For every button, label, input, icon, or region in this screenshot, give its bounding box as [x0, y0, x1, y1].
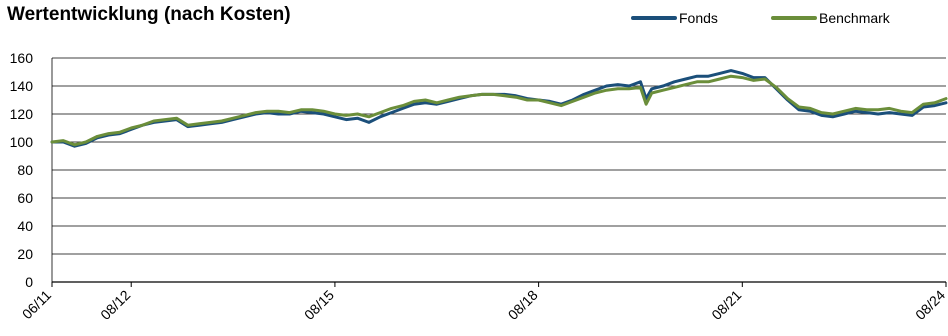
legend-item-benchmark: Benchmark	[771, 9, 890, 27]
y-tick-label: 120	[10, 106, 34, 122]
x-tick-label: 06/11	[19, 287, 55, 323]
y-tick-label: 20	[17, 246, 33, 262]
legend-label-fonds: Fonds	[679, 10, 718, 26]
y-tick-label: 140	[10, 78, 34, 94]
series-line-benchmark	[50, 74, 948, 147]
x-tick-label: 08/21	[708, 287, 744, 323]
y-tick-label: 40	[17, 218, 33, 234]
y-tick-label: 60	[17, 190, 33, 206]
y-tick-label: 160	[10, 50, 34, 66]
x-tick-label: 08/12	[97, 287, 133, 323]
legend-item-fonds: Fonds	[631, 9, 718, 27]
legend-label-benchmark: Benchmark	[819, 10, 890, 26]
legend-swatch-fonds	[631, 16, 677, 20]
y-tick-label: 0	[25, 274, 33, 290]
legend-swatch-benchmark	[771, 16, 817, 20]
y-tick-label: 100	[10, 134, 34, 150]
x-tick-label: 08/15	[301, 287, 337, 323]
x-tick-label: 08/18	[505, 287, 541, 323]
chart-title: Wertentwicklung (nach Kosten)	[7, 4, 291, 25]
y-tick-label: 80	[17, 162, 33, 178]
x-tick-label: 08/24	[912, 287, 948, 323]
